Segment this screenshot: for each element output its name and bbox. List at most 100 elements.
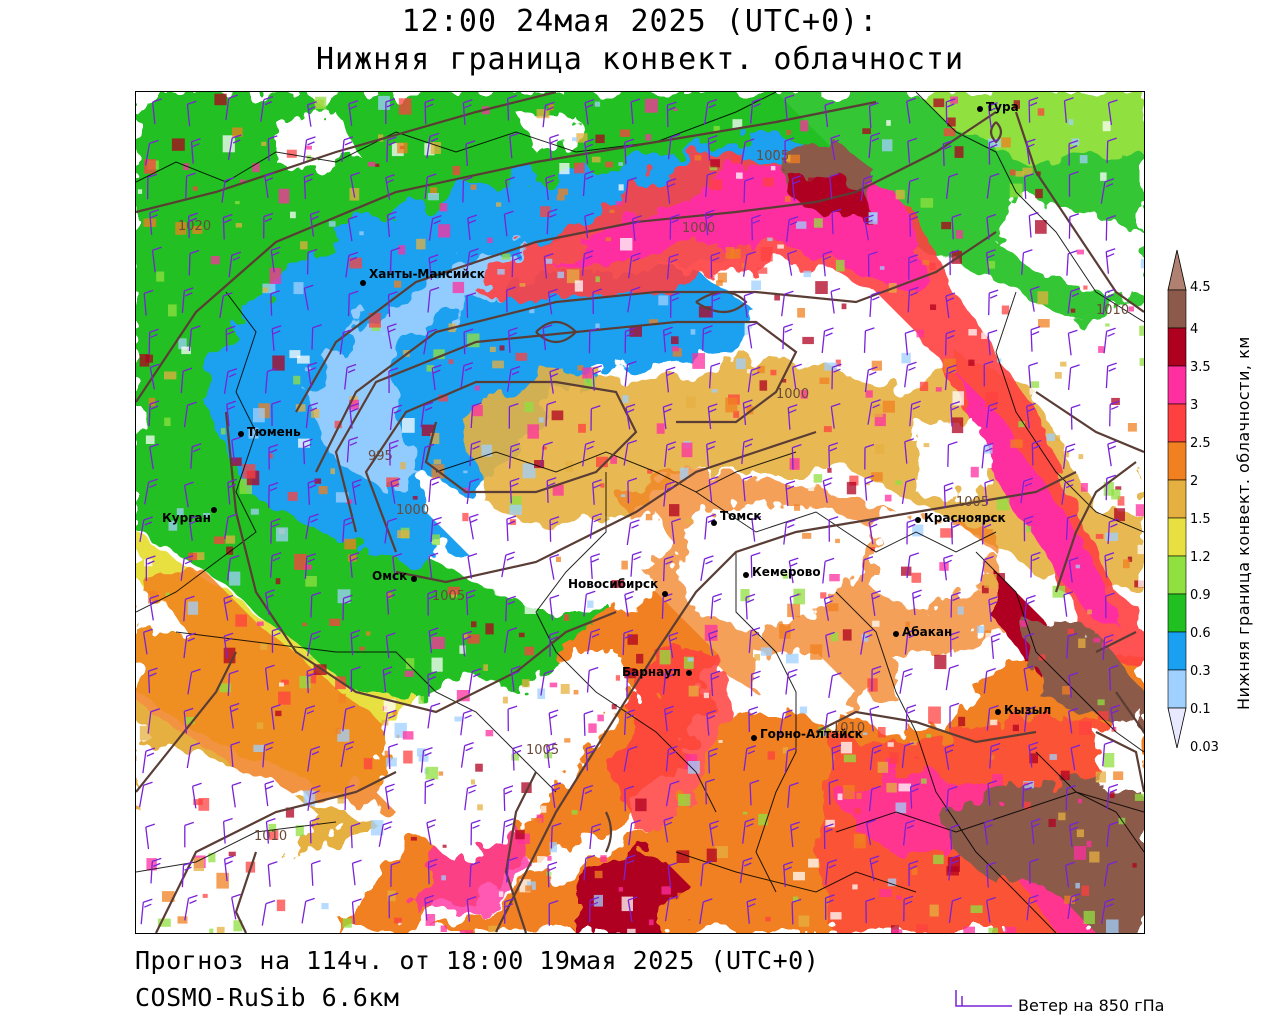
- convective-cell: [803, 270, 812, 278]
- convective-cell: [295, 825, 304, 837]
- wind-barb: [224, 513, 238, 540]
- convective-cell: [220, 428, 226, 435]
- city-tura: Тура: [977, 100, 1019, 114]
- convective-cell: [198, 798, 210, 811]
- convective-cell: [394, 280, 402, 288]
- convective-cell: [1103, 482, 1114, 496]
- convective-cell: [760, 647, 773, 656]
- wind-barb: [1028, 741, 1039, 768]
- convective-cell: [438, 771, 444, 776]
- convective-cell: [248, 427, 259, 439]
- wind-barb: [1067, 364, 1080, 390]
- convective-cell: [574, 162, 585, 174]
- wind-barb: [265, 817, 276, 844]
- convective-cell: [210, 256, 220, 265]
- wind-barb: [828, 779, 839, 805]
- wind-barb: [386, 323, 397, 350]
- convective-cell: [952, 391, 964, 406]
- convective-cell: [982, 585, 989, 594]
- convective-cell: [684, 903, 691, 908]
- wind-barb: [392, 553, 403, 579]
- convective-cell: [916, 924, 928, 932]
- convective-cell: [869, 213, 878, 222]
- convective-cell: [624, 668, 636, 679]
- wind-barb: [791, 898, 802, 925]
- wind-barb: [704, 778, 715, 805]
- forecast-map[interactable]: 1005 1020 1000 1010 1000 995 1000 1005 1…: [135, 91, 1145, 934]
- wind-barb: [632, 215, 642, 241]
- wind-barb: [144, 139, 159, 166]
- convective-cell: [872, 620, 880, 627]
- convective-cell: [1109, 791, 1115, 798]
- wind-barb: [901, 478, 916, 505]
- convective-cell: [732, 154, 743, 164]
- convective-cell: [386, 592, 392, 599]
- wind-barb: [1105, 592, 1115, 619]
- convective-cell: [802, 336, 814, 345]
- convective-cell: [337, 589, 351, 604]
- wind-barb: [350, 666, 361, 692]
- wind-barb: [1103, 327, 1116, 354]
- convective-cell: [193, 857, 204, 871]
- wind-barb: [1063, 97, 1074, 123]
- convective-cell: [669, 897, 677, 904]
- wind-barb: [787, 782, 799, 808]
- convective-cell: [1086, 840, 1092, 848]
- wind-barb: [543, 252, 554, 279]
- convective-cell: [578, 423, 586, 433]
- convective-cell: [547, 855, 552, 861]
- convective-cell: [556, 556, 561, 562]
- wind-barb: [271, 400, 282, 427]
- wind-barb: [1065, 861, 1075, 888]
- convective-cell: [596, 456, 608, 468]
- convective-cell: [267, 829, 279, 840]
- wind-barb: [386, 211, 397, 237]
- convective-cell: [1023, 781, 1035, 789]
- wind-barb: [310, 860, 321, 886]
- convective-cell: [695, 569, 701, 575]
- wind-barb: [145, 823, 156, 850]
- city-barnaul: Барнаул: [622, 665, 692, 679]
- convective-cell: [951, 417, 964, 434]
- convective-cell: [901, 566, 912, 576]
- convective-cell: [1077, 231, 1083, 237]
- convective-cell: [540, 206, 551, 217]
- convective-cell: [253, 744, 265, 752]
- wind-barb: [708, 362, 721, 389]
- convective-cell: [1078, 721, 1092, 735]
- wind-barb: [663, 816, 674, 843]
- wind-barb: [1068, 672, 1079, 698]
- wind-barb: [986, 213, 997, 240]
- wind-barb: [944, 744, 955, 771]
- wind-barb: [547, 288, 558, 315]
- wind-barb: [739, 857, 753, 884]
- convective-cell: [433, 349, 445, 360]
- colorbar-swatch: [1167, 365, 1187, 405]
- convective-cell: [922, 260, 930, 265]
- convective-cell: [1079, 155, 1088, 164]
- convective-cell: [1075, 882, 1080, 889]
- wind-barb: [501, 818, 514, 844]
- convective-cell: [678, 793, 691, 806]
- convective-cell: [441, 875, 446, 881]
- wind-barb: [902, 819, 916, 846]
- convective-cell: [703, 692, 709, 699]
- convective-cell: [1001, 305, 1010, 315]
- wind-barb: [868, 518, 879, 545]
- convective-cell: [865, 390, 873, 398]
- wind-barb: [423, 328, 437, 355]
- convective-cell: [515, 830, 525, 840]
- convective-cell: [968, 359, 975, 366]
- wind-barb: [1106, 821, 1119, 848]
- convective-cell: [276, 899, 286, 912]
- convective-cell: [306, 145, 312, 150]
- convective-cell: [882, 139, 893, 152]
- convective-cell: [1018, 421, 1025, 428]
- wind-barb: [462, 176, 473, 203]
- wind-barb: [667, 862, 678, 888]
- convective-cell: [852, 884, 858, 890]
- wind-barb: [351, 859, 362, 886]
- convective-cell: [187, 601, 199, 615]
- wind-barb: [267, 861, 278, 887]
- convective-cell: [1080, 483, 1088, 492]
